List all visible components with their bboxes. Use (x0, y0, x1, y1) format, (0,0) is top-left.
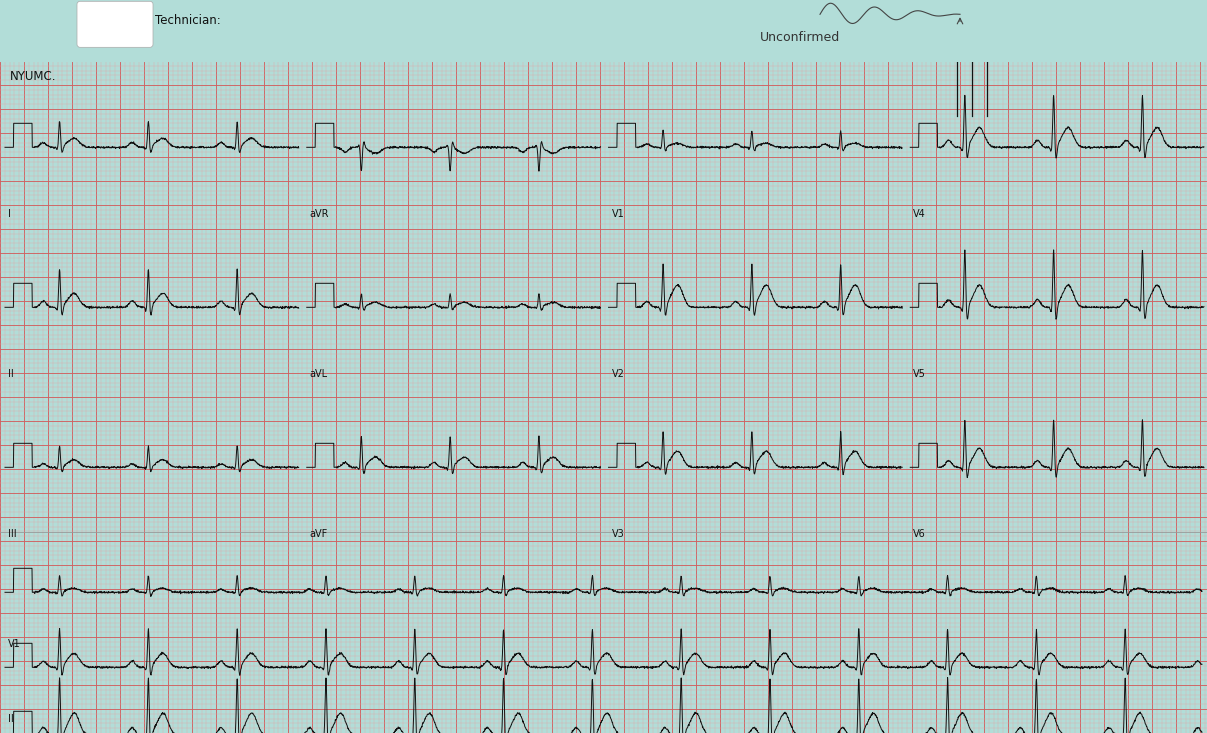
Text: II: II (8, 714, 13, 724)
Text: I: I (8, 210, 11, 219)
Text: V6: V6 (914, 529, 926, 539)
Text: Technician:: Technician: (154, 14, 221, 27)
Text: aVR: aVR (310, 210, 330, 219)
Text: V1: V1 (8, 639, 21, 649)
Text: NYUMC.: NYUMC. (10, 70, 57, 84)
Text: II: II (8, 369, 13, 379)
Text: V3: V3 (612, 529, 624, 539)
Text: aVL: aVL (310, 369, 328, 379)
Text: III: III (8, 529, 17, 539)
Text: V4: V4 (914, 210, 926, 219)
Text: V1: V1 (612, 210, 624, 219)
Text: aVF: aVF (310, 529, 328, 539)
Text: V2: V2 (612, 369, 624, 379)
Text: V5: V5 (914, 369, 926, 379)
FancyBboxPatch shape (77, 1, 153, 48)
Text: Unconfirmed: Unconfirmed (760, 31, 840, 44)
